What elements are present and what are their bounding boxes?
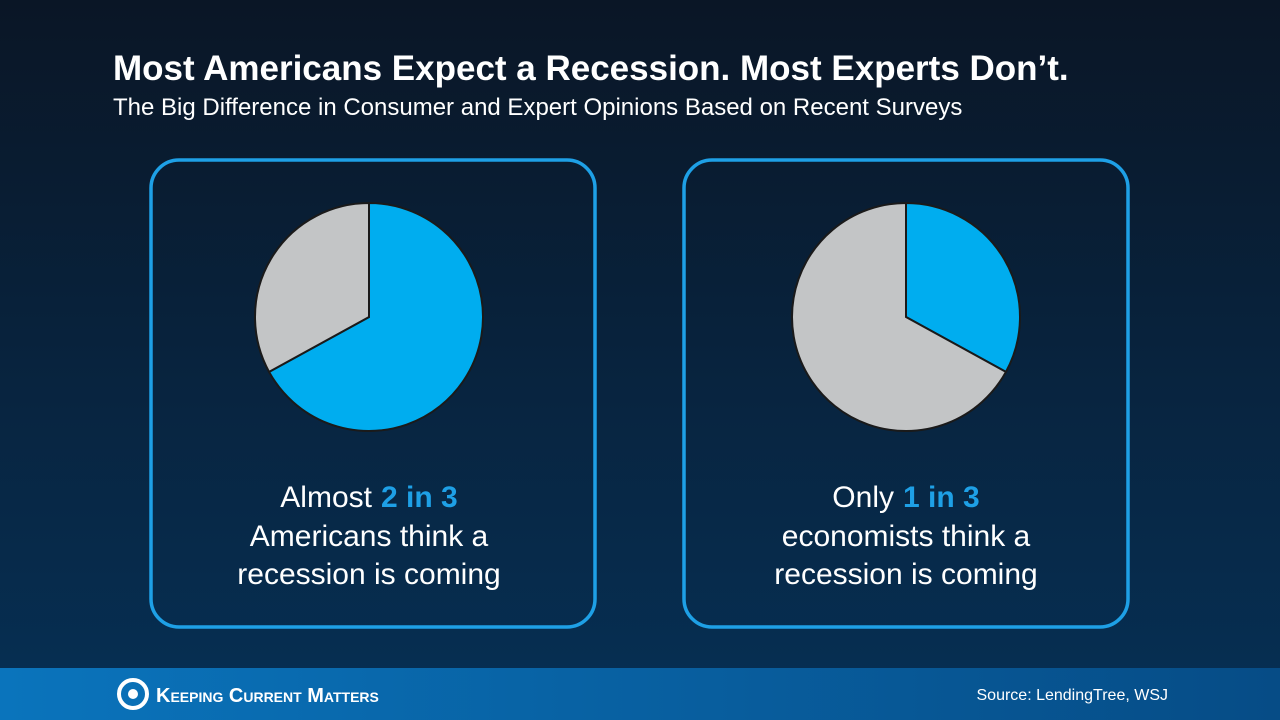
footer-bar <box>0 668 1280 720</box>
logo-icon <box>128 689 138 699</box>
subtitle: The Big Difference in Consumer and Exper… <box>113 94 962 121</box>
caption-highlight: 2 in 3 <box>381 481 458 514</box>
logo-text: Keeping Current Matters <box>156 685 379 707</box>
caption-lead: Only <box>832 481 894 514</box>
caption-line: Almost 2 in 3 <box>280 481 457 514</box>
pie-slice <box>905 201 1021 374</box>
caption-lead: Almost <box>280 481 372 514</box>
caption-line: recession is coming <box>237 558 500 591</box>
caption-line: economists think a <box>782 520 1031 553</box>
pie-slice <box>791 201 1008 432</box>
card <box>149 158 597 629</box>
source: Source: LendingTree, WSJ <box>977 687 1169 704</box>
title: Most Americans Expect a Recession. Most … <box>113 49 1069 88</box>
caption-line: Only 1 in 3 <box>832 481 979 514</box>
pie-slice <box>254 201 370 374</box>
logo-icon <box>117 678 149 710</box>
card <box>682 158 1130 629</box>
caption-highlight: 1 in 3 <box>903 481 980 514</box>
caption-line: recession is coming <box>774 558 1037 591</box>
caption-line: Americans think a <box>250 520 489 553</box>
pie-slice <box>267 201 484 432</box>
